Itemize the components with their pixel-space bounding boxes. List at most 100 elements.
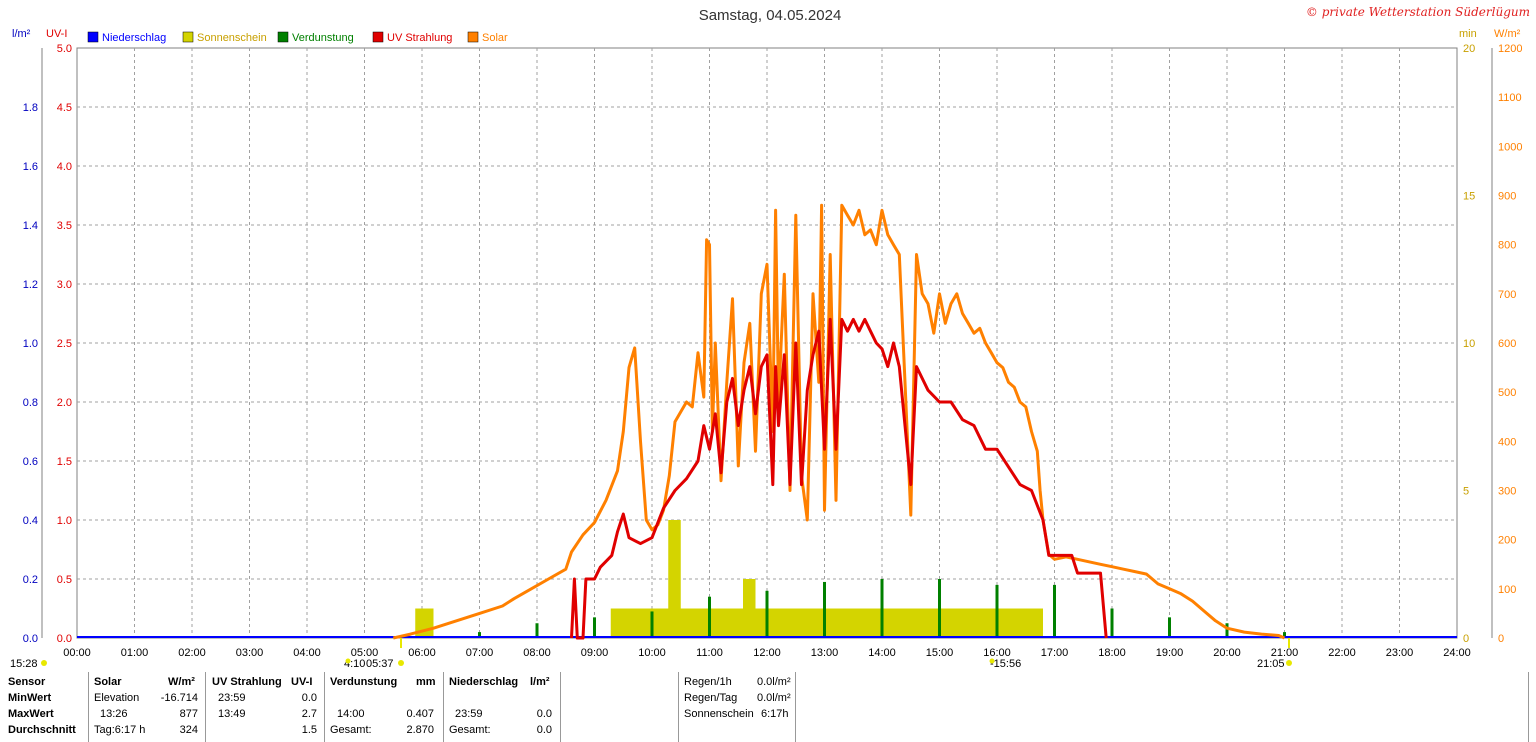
evaporation-bar: [995, 584, 999, 638]
rain-tick-label: 0.2: [23, 574, 38, 586]
legend-swatch: [372, 31, 384, 43]
stats-min-solar-time: Elevation: [94, 692, 140, 704]
solar-tick-label: 300: [1498, 486, 1516, 498]
stats-header-solar: Solar: [94, 676, 122, 688]
sun-tick-label: 15: [1463, 191, 1475, 203]
sunshine-bar: [858, 608, 871, 638]
stats-header-nieder: Niederschlag: [449, 676, 519, 688]
sun-marker: [989, 658, 995, 664]
uv-tick-label: 4.0: [57, 161, 72, 173]
sunshine-bar: [639, 608, 652, 638]
sunshine-bar: [892, 608, 905, 638]
sunshine-bar: [846, 608, 859, 638]
uv-line: [570, 317, 1108, 640]
sunshine-bar: [685, 608, 698, 638]
stats-min-uv-val: 0.0: [301, 692, 317, 704]
uv-tick-label: 4.5: [57, 102, 72, 114]
x-tick-label: 22:00: [1328, 647, 1356, 659]
solar-tick-label: 500: [1498, 387, 1516, 399]
solar-axis-unit: W/m²: [1494, 28, 1521, 40]
stats-separator: [205, 672, 206, 742]
sunshine-bar: [938, 608, 951, 638]
x-tick-label: 06:00: [408, 647, 436, 659]
stats-header-uv: UV Strahlung: [212, 676, 282, 688]
x-tick-label: 00:00: [63, 647, 91, 659]
sunshine-bar: [961, 608, 974, 638]
sunshine-bar: [869, 608, 882, 638]
solar-tick-label: 900: [1498, 191, 1516, 203]
sunshine-bar: [1019, 608, 1032, 638]
rain-tick-label: 1.4: [23, 220, 38, 232]
solar-tick-label: 700: [1498, 289, 1516, 301]
sun-tick-label: 0: [1463, 633, 1469, 645]
sun-tick-label: 10: [1463, 338, 1475, 350]
stats-separator: [795, 672, 796, 742]
sunshine-bar: [1030, 608, 1043, 638]
x-tick-label: 07:00: [466, 647, 494, 659]
stats-min-uv-time: 23:59: [218, 692, 246, 704]
evaporation-bar: [823, 581, 826, 638]
chart-grid: [76, 47, 1458, 639]
stats-header-verd: Verdunstung: [330, 676, 398, 688]
evaporation-bar: [535, 623, 539, 638]
sunshine-bar: [697, 608, 710, 638]
legend-swatch: [277, 31, 289, 43]
sun-tick-label: 20: [1463, 43, 1475, 55]
x-tick-label: 12:00: [753, 647, 781, 659]
stats-max-label: MaxWert: [8, 708, 54, 720]
rain-tick-label: 1.8: [23, 102, 38, 114]
sun-event-left-time: 15:28: [10, 658, 38, 670]
uv-axis-unit: UV-I: [46, 28, 67, 40]
stats-separator: [443, 672, 444, 742]
evaporation-bar: [708, 596, 711, 638]
legend-label: Solar: [482, 32, 508, 44]
stats-avg-nieder-time: Gesamt:: [449, 724, 491, 736]
sunshine-bar: [973, 608, 986, 638]
stats-avg-label: Durchschnitt: [8, 724, 76, 736]
sunshine-bar: [823, 608, 836, 638]
sunshine-bar: [915, 608, 928, 638]
solar-line: [392, 203, 1286, 640]
evaporation-bar: [1225, 623, 1229, 638]
x-tick-label: 20:00: [1213, 647, 1241, 659]
x-tick-label: 09:00: [581, 647, 609, 659]
chart-bars: [77, 520, 1457, 638]
sun-event-sunrise: 05:37: [366, 658, 394, 670]
sunshine-bar: [731, 608, 744, 638]
x-tick-label: 03:00: [236, 647, 264, 659]
rain-axis-unit: l/m²: [12, 28, 31, 40]
stats-avg-uv-val: 1.5: [301, 724, 317, 736]
solar-tick-label: 1100: [1498, 92, 1522, 104]
sunshine-bar: [708, 608, 721, 638]
uv-tick-label: 0.0: [57, 633, 72, 645]
stats-header-verd-unit: mm: [416, 676, 436, 688]
x-tick-label: 04:00: [293, 647, 321, 659]
stats-extra-label-2: Sonnenschein: [684, 708, 754, 720]
rain-tick-label: 0.8: [23, 397, 38, 409]
stats-separator: [560, 672, 561, 742]
stats-separator: [678, 672, 679, 742]
solar-tick-label: 600: [1498, 338, 1516, 350]
solar-tick-label: 0: [1498, 633, 1504, 645]
stats-max-nieder-val: 0.0: [536, 708, 552, 720]
weather-chart: 00:00 01:00 02:00 03:00 04:00 05:00 06:00 07:00…: [10, 5, 1530, 670]
legend-swatch: [182, 31, 194, 43]
stats-extra-value-1: 0.0l/m²: [757, 692, 791, 704]
sunshine-bar: [1007, 608, 1020, 638]
evaporation-bar: [938, 579, 941, 638]
stats-header-sensor: Sensor: [8, 676, 46, 688]
rain-tick-label: 1.6: [23, 161, 38, 173]
uv-tick-label: 2.0: [57, 397, 72, 409]
uv-tick-label: 5.0: [57, 43, 72, 55]
stats-extra-label-1: Regen/Tag: [684, 692, 738, 704]
sun-event-noon: -15:56: [990, 658, 1021, 670]
sunshine-bar: [743, 579, 756, 638]
stats-avg-solar-val: 324: [179, 724, 198, 736]
sunshine-bar: [996, 608, 1009, 638]
sunshine-bar: [812, 608, 825, 638]
stats-max-verd-val: 0.407: [406, 708, 434, 720]
evaporation-bar: [880, 579, 884, 638]
stats-max-solar-val: 877: [179, 708, 198, 720]
sun-axis-unit: min: [1459, 28, 1477, 40]
sunshine-bar: [800, 608, 813, 638]
